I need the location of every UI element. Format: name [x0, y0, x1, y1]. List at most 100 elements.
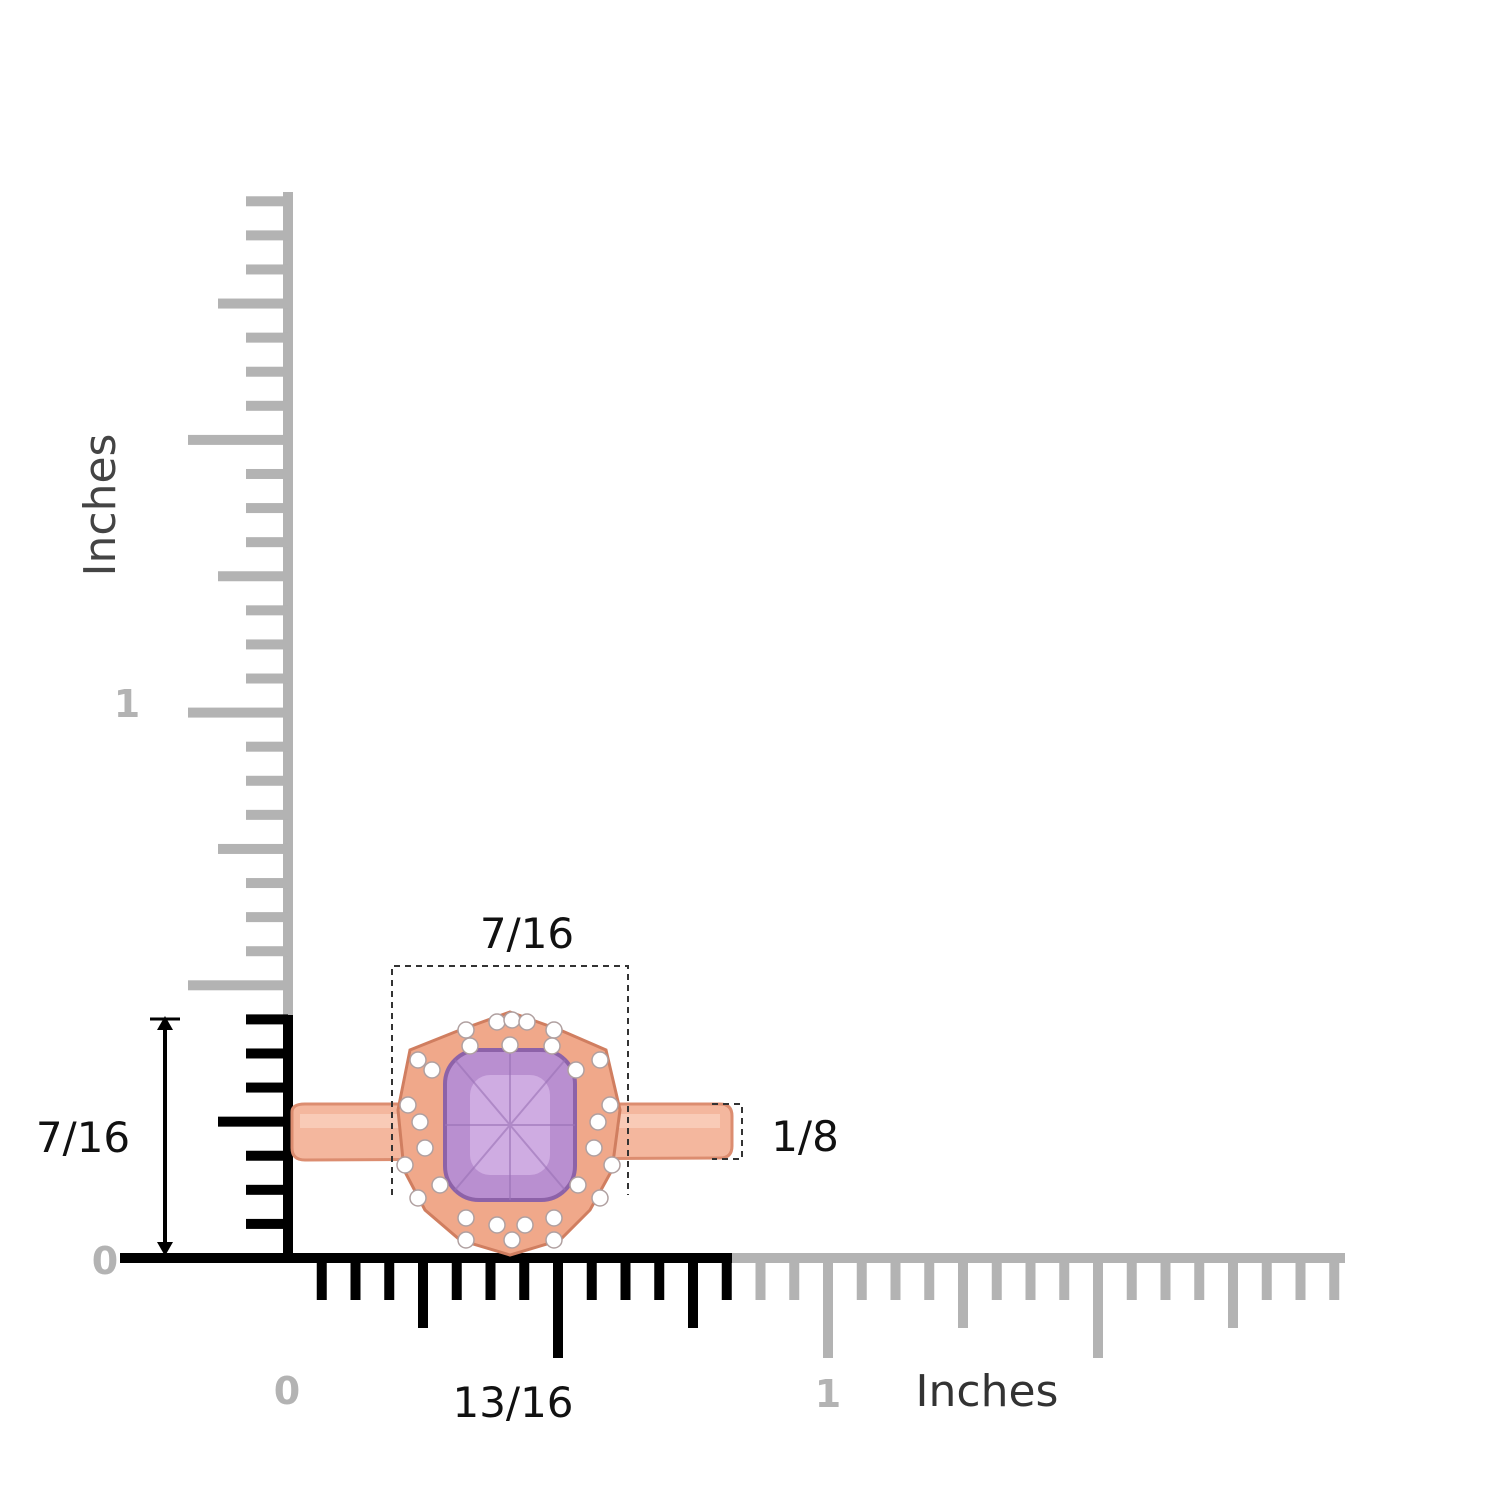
ruler-tick	[620, 1258, 631, 1300]
ruler-tick	[451, 1258, 462, 1300]
diamond	[503, 1011, 521, 1029]
diamond	[545, 1231, 563, 1249]
diamond	[569, 1176, 587, 1194]
diamond	[457, 1021, 475, 1039]
ruler-tick	[418, 1258, 428, 1328]
ruler-tick	[218, 843, 288, 854]
ruler-tick	[384, 1258, 395, 1300]
horizontal-tick-label: 0	[274, 1369, 300, 1413]
horizontal-ruler-line	[732, 1253, 1345, 1263]
diamond	[457, 1231, 475, 1249]
diamond	[488, 1216, 506, 1234]
diamond	[409, 1189, 427, 1207]
diamond	[431, 1176, 449, 1194]
ruler-tick	[188, 707, 288, 718]
diamond	[543, 1037, 561, 1055]
diamond	[545, 1021, 563, 1039]
diamond	[591, 1051, 609, 1069]
ruler-tick	[856, 1258, 867, 1300]
diamond	[461, 1037, 479, 1055]
ruler-tick	[246, 264, 288, 275]
ruler-tick	[246, 1048, 288, 1059]
ruler-tick	[246, 503, 288, 514]
vertical-ruler-label: Inches	[75, 434, 126, 577]
diamond	[488, 1013, 506, 1031]
diamond	[396, 1156, 414, 1174]
ruler-tick	[823, 1258, 833, 1358]
ruler-tick	[246, 673, 288, 684]
ruler-tick	[1059, 1258, 1070, 1300]
ruler-tick	[924, 1258, 935, 1300]
ruler-tick	[218, 298, 288, 309]
ruler-tick	[958, 1258, 968, 1328]
ruler-tick	[246, 639, 288, 650]
band-width-label: 1/8	[771, 1112, 839, 1161]
diamond	[411, 1113, 429, 1131]
ruler-tick	[188, 434, 288, 445]
diamond	[591, 1189, 609, 1207]
ruler-tick	[991, 1258, 1002, 1300]
diamond	[518, 1013, 536, 1031]
horizontal-tick-label: 1	[815, 1372, 841, 1416]
ruler-tick	[316, 1258, 327, 1300]
ruler-tick	[789, 1258, 800, 1300]
ruler-tick	[553, 1258, 563, 1358]
ruler-tick	[485, 1258, 496, 1300]
diamond	[545, 1209, 563, 1227]
ruler-tick	[1126, 1258, 1137, 1300]
diamond	[585, 1139, 603, 1157]
diamond	[603, 1156, 621, 1174]
ruler-tick	[519, 1258, 530, 1300]
vertical-ruler-line	[283, 1015, 293, 1263]
horizontal-ruler-label: Inches	[916, 1366, 1059, 1417]
vertical-ruler-line	[283, 192, 293, 1015]
dimension-guides	[391, 965, 743, 1195]
ruler-tick	[246, 741, 288, 752]
ruler-tick	[890, 1258, 901, 1300]
height-label: 7/16	[36, 1113, 130, 1162]
ruler-tick	[246, 400, 288, 411]
diamond	[457, 1209, 475, 1227]
height-arrow	[150, 1016, 180, 1256]
diamond	[416, 1139, 434, 1157]
top-width-label: 7/16	[480, 909, 574, 958]
ruler-tick	[586, 1258, 597, 1300]
diamond	[567, 1061, 585, 1079]
ruler-tick	[246, 809, 288, 820]
ruler-tick	[1160, 1258, 1171, 1300]
ruler-tick	[755, 1258, 766, 1300]
diamond	[501, 1036, 519, 1054]
ruler-tick	[246, 1218, 288, 1229]
ruler-tick	[721, 1258, 732, 1300]
ruler-tick	[246, 366, 288, 377]
ruler-tick	[246, 912, 288, 923]
diamond	[399, 1096, 417, 1114]
ruler-tick	[1093, 1258, 1103, 1358]
ruler-tick	[246, 332, 288, 343]
ruler-tick	[246, 605, 288, 616]
vertical-tick-label: 1	[114, 682, 140, 726]
diamond	[409, 1051, 427, 1069]
ruler-tick	[246, 468, 288, 479]
ruler-tick	[1329, 1258, 1340, 1300]
ruler-tick	[688, 1258, 698, 1328]
ruler-tick	[218, 1116, 288, 1127]
ruler-tick	[350, 1258, 361, 1300]
ruler-tick	[246, 775, 288, 786]
ruler-tick	[246, 1082, 288, 1093]
ruler-tick	[1025, 1258, 1036, 1300]
ruler-tick	[654, 1258, 665, 1300]
ruler-tick	[246, 1184, 288, 1195]
ruler-tick	[1194, 1258, 1205, 1300]
ruler-tick	[246, 878, 288, 889]
ruler-tick	[1295, 1258, 1306, 1300]
ring	[290, 1010, 734, 1257]
ruler-tick	[1261, 1258, 1272, 1300]
diamond	[601, 1096, 619, 1114]
ruler-tick	[1228, 1258, 1238, 1328]
diamond	[503, 1231, 521, 1249]
length-label: 13/16	[452, 1378, 573, 1427]
ruler-tick	[246, 537, 288, 548]
